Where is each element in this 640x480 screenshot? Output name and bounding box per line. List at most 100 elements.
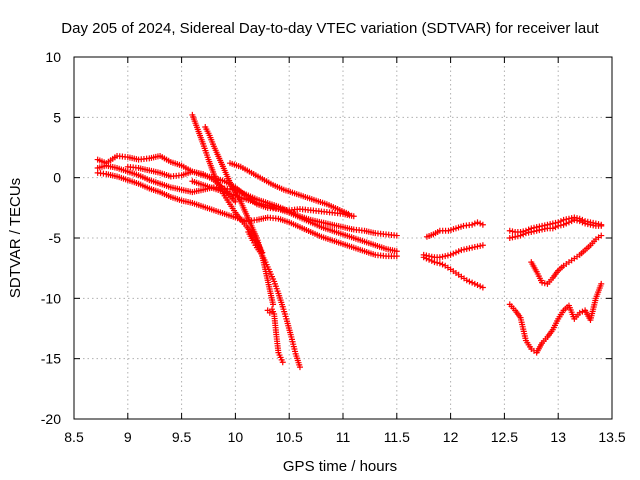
data-point bbox=[436, 254, 443, 261]
data-point bbox=[479, 221, 486, 228]
y-tick-label: -5 bbox=[49, 230, 62, 246]
plot-border bbox=[73, 56, 613, 420]
data-point bbox=[279, 359, 286, 366]
y-tick-label: -10 bbox=[41, 290, 61, 306]
data-point-dense bbox=[563, 220, 570, 227]
data-point-dense bbox=[471, 244, 478, 251]
data-point bbox=[420, 251, 427, 258]
y-tick-label: -15 bbox=[41, 351, 61, 367]
data-point-dense bbox=[434, 259, 441, 266]
data-point-dense bbox=[568, 218, 575, 225]
data-point-dense bbox=[423, 252, 430, 259]
grid bbox=[74, 57, 612, 419]
data-point-dense bbox=[444, 252, 451, 259]
data-point bbox=[533, 227, 540, 234]
data-point bbox=[528, 228, 535, 235]
data-point-dense bbox=[574, 217, 581, 224]
x-tick-label: 10.5 bbox=[276, 429, 303, 445]
data-point bbox=[598, 232, 605, 239]
data-point bbox=[598, 280, 605, 287]
data-point-dense bbox=[552, 224, 559, 231]
data-point-dense bbox=[525, 229, 532, 236]
x-tick-label: 8.5 bbox=[64, 429, 84, 445]
y-axis-label: SDTVAR / TECUs bbox=[7, 178, 24, 298]
data-point-dense bbox=[590, 222, 597, 229]
data-point bbox=[426, 253, 433, 260]
chart-title: Day 205 of 2024, Sidereal Day-to-day VTE… bbox=[61, 20, 599, 37]
data-point-dense bbox=[557, 222, 564, 229]
data-point bbox=[469, 221, 476, 228]
x-tick-label: 12 bbox=[443, 429, 459, 445]
data-point-dense bbox=[439, 261, 446, 268]
x-tick-label: 11.5 bbox=[384, 429, 410, 445]
data-point bbox=[539, 226, 546, 233]
data-point-dense bbox=[466, 245, 473, 252]
y-tick-label: 5 bbox=[53, 109, 61, 125]
data-point-dense bbox=[439, 253, 446, 260]
data-point bbox=[582, 220, 589, 227]
data-point-dense bbox=[471, 280, 478, 287]
data-point bbox=[571, 216, 578, 223]
data-point-dense bbox=[466, 278, 473, 285]
data-point bbox=[555, 222, 562, 229]
data-point bbox=[474, 243, 481, 250]
data-point-dense bbox=[530, 228, 537, 235]
data-point bbox=[393, 232, 400, 239]
data-point bbox=[442, 253, 449, 260]
data-point-dense bbox=[509, 228, 516, 235]
x-axis-label: GPS time / hours bbox=[283, 458, 397, 475]
data-point bbox=[266, 309, 273, 316]
data-point bbox=[452, 249, 459, 256]
x-tick-label: 9.5 bbox=[172, 429, 192, 445]
data-point-dense bbox=[584, 221, 591, 228]
data-point bbox=[560, 221, 567, 228]
data-point-dense bbox=[471, 220, 478, 227]
data-point bbox=[587, 221, 594, 228]
data-point-dense bbox=[477, 283, 484, 290]
data-point bbox=[576, 309, 583, 316]
data-point bbox=[463, 277, 470, 284]
y-tick-label: 10 bbox=[45, 49, 61, 65]
data-point bbox=[436, 260, 443, 267]
data-point-dense bbox=[541, 225, 548, 232]
data-point-dense bbox=[520, 231, 527, 238]
data-point-dense bbox=[579, 308, 586, 315]
data-point-dense bbox=[514, 233, 521, 240]
data-point bbox=[539, 279, 546, 286]
data-point bbox=[270, 301, 277, 308]
data-point bbox=[469, 244, 476, 251]
x-tick-label: 12.5 bbox=[491, 429, 518, 445]
data-point bbox=[393, 248, 400, 255]
data-point-dense bbox=[461, 246, 468, 253]
data-point bbox=[469, 279, 476, 286]
x-tick-label: 11 bbox=[336, 429, 351, 445]
x-tick-label: 13.5 bbox=[598, 429, 625, 445]
y-tick-label: -20 bbox=[41, 411, 61, 427]
data-point-dense bbox=[455, 248, 462, 255]
data-point-dense bbox=[541, 280, 548, 287]
data-points bbox=[94, 111, 605, 371]
data-point bbox=[512, 233, 519, 240]
data-point bbox=[350, 213, 357, 220]
y-tick-label: 0 bbox=[53, 170, 61, 186]
data-point bbox=[447, 251, 454, 258]
data-point bbox=[296, 364, 303, 371]
data-point bbox=[506, 227, 513, 234]
data-point bbox=[345, 210, 352, 217]
data-point-dense bbox=[428, 253, 435, 260]
data-point-dense bbox=[536, 227, 543, 234]
axis-ticks: 8.5 9 9.5 10 10.5 11 11.5 12 12.5 13 13.5 10 5 0 -5 -10… bbox=[41, 49, 626, 445]
data-point bbox=[232, 198, 239, 205]
data-point-dense bbox=[477, 242, 484, 249]
x-tick-label: 13 bbox=[550, 429, 566, 445]
data-point bbox=[598, 222, 605, 229]
data-point bbox=[576, 218, 583, 225]
data-point-dense bbox=[477, 220, 484, 227]
data-point bbox=[458, 247, 465, 254]
data-point bbox=[522, 230, 529, 237]
data-point bbox=[549, 225, 556, 232]
data-point bbox=[506, 235, 513, 241]
data-point bbox=[565, 219, 572, 226]
data-point bbox=[479, 284, 486, 291]
